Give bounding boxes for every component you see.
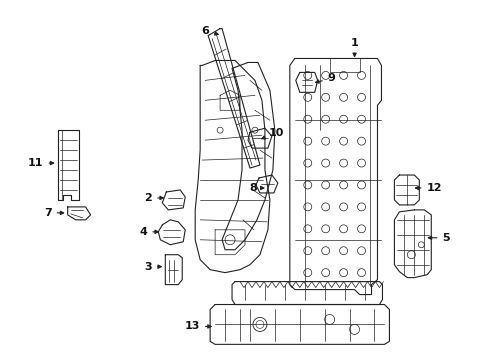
Text: 9: 9 (316, 73, 336, 84)
Text: 8: 8 (249, 183, 264, 193)
Text: 13: 13 (185, 321, 211, 332)
Text: 7: 7 (44, 208, 64, 218)
Text: 5: 5 (428, 233, 450, 243)
Text: 4: 4 (140, 227, 158, 237)
Text: 11: 11 (28, 158, 54, 168)
Text: 1: 1 (351, 37, 359, 57)
Text: 6: 6 (201, 26, 218, 36)
Text: 10: 10 (262, 128, 284, 139)
Text: 2: 2 (145, 193, 163, 203)
Text: 3: 3 (145, 262, 161, 272)
Text: 12: 12 (416, 183, 442, 193)
